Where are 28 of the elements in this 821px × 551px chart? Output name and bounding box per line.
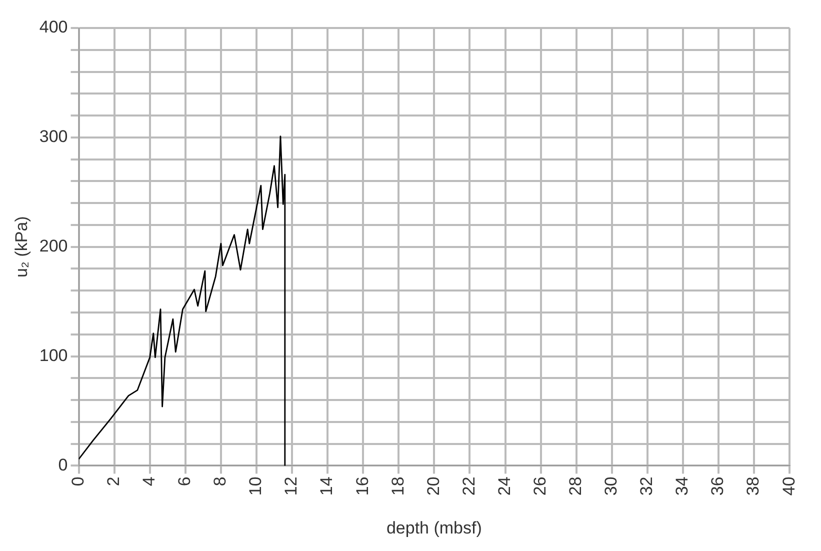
x-tick-label: 40 — [779, 476, 798, 496]
x-tick-label: 6 — [175, 476, 194, 486]
x-tick-label: 22 — [459, 476, 478, 496]
y-tick-label: 300 — [39, 127, 68, 146]
y-tick-label: 0 — [58, 455, 68, 474]
y-tick-label: 100 — [39, 346, 68, 365]
x-tick-label: 24 — [494, 476, 514, 496]
y-tick-label: 400 — [39, 18, 68, 37]
x-tick-label: 20 — [424, 476, 443, 496]
x-tick-label: 38 — [744, 476, 763, 496]
y-axis-title: u₂ (kPa) — [12, 216, 31, 278]
x-tick-label: 26 — [530, 476, 550, 496]
x-tick-label: 0 — [68, 476, 88, 486]
x-tick-label: 30 — [602, 476, 621, 496]
x-tick-label: 12 — [282, 476, 301, 496]
x-axis-title: depth (mbsf) — [386, 518, 482, 538]
x-tick-label: 34 — [672, 476, 692, 496]
x-tick-label: 32 — [637, 476, 656, 496]
x-tick-label: 18 — [388, 476, 408, 496]
x-tick-label: 8 — [210, 476, 230, 486]
x-tick-label: 28 — [566, 476, 586, 496]
x-tick-label: 36 — [708, 476, 728, 496]
x-tick-label: 4 — [140, 476, 159, 486]
x-tick-label: 16 — [352, 476, 372, 496]
x-tick-label: 10 — [246, 476, 266, 496]
y-tick-label: 200 — [39, 236, 68, 256]
x-tick-label: 14 — [317, 476, 336, 496]
x-tick-label: 2 — [104, 476, 123, 486]
